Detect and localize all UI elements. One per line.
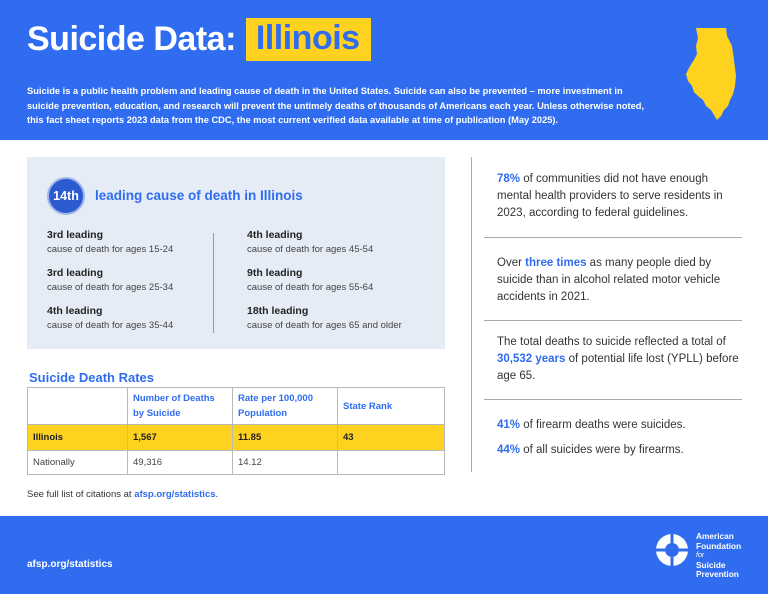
table-cell: 1,567 <box>127 424 233 451</box>
rank-description: cause of death for ages 35-44 <box>47 320 174 331</box>
rank-description: cause of death for ages 55-64 <box>247 282 374 293</box>
rank-label: 18th leading <box>247 305 309 317</box>
rank-column-left: 3rd leading cause of death for ages 15-2… <box>47 229 237 343</box>
stat-alcohol-comparison: Over three times as many people died by … <box>497 255 742 306</box>
stat-suicides-firearms: 44% of all suicides were by firearms. <box>497 442 742 459</box>
rank-column-right: 4th leading cause of death for ages 45-5… <box>247 229 437 343</box>
rank-item: 4th leading cause of death for ages 35-4… <box>47 305 237 343</box>
stat-highlight: 41% <box>497 419 521 431</box>
table-row-illinois: Illinois 1,567 11.85 43 <box>27 424 445 451</box>
vertical-divider <box>471 157 472 472</box>
stat-highlight: three times <box>525 257 587 269</box>
stat-text: of communities did not have enough menta… <box>497 173 723 219</box>
stat-highlight: 30,532 years <box>497 353 566 365</box>
illinois-map-icon <box>686 28 736 120</box>
state-name-badge: Illinois <box>245 18 371 61</box>
stat-text: The total deaths to suicide reflected a … <box>497 336 726 348</box>
table-cell: Nationally <box>27 450 128 475</box>
page-title: Suicide Data: <box>27 20 236 58</box>
leading-cause-title: leading cause of death in Illinois <box>95 188 303 203</box>
rates-table: Number of Deaths by Suicide Rate per 100… <box>27 387 445 475</box>
stat-highlight: 44% <box>497 444 521 456</box>
stat-text: of potential life lost (YPLL) before age… <box>497 353 739 382</box>
footer-url-link[interactable]: afsp.org/statistics <box>27 559 113 570</box>
org-name-line: Suicide <box>696 559 726 570</box>
state-rank-badge: 14th <box>47 177 85 215</box>
table-header-row: Number of Deaths by Suicide Rate per 100… <box>27 387 445 425</box>
org-name-line: for <box>696 552 705 560</box>
rank-item: 3rd leading cause of death for ages 25-3… <box>47 267 237 305</box>
citation-link[interactable]: afsp.org/statistics <box>134 489 216 500</box>
footer-banner: afsp.org/statistics American Foundation … <box>0 516 768 594</box>
column-divider <box>213 233 214 333</box>
rates-table-title: Suicide Death Rates <box>29 370 154 385</box>
table-header-cell: Rate per 100,000 Population <box>232 387 338 425</box>
header-banner: Suicide Data: Illinois Suicide is a publ… <box>0 0 768 140</box>
stat-divider <box>484 399 742 400</box>
rank-item: 9th leading cause of death for ages 55-6… <box>247 267 437 305</box>
org-name-line: American <box>696 531 734 541</box>
stat-text: as many people died by suicide than in a… <box>497 257 721 303</box>
org-name: American Foundation for Suicide Preventi… <box>696 531 742 580</box>
rank-label: 9th leading <box>247 267 303 279</box>
rank-label: 3rd leading <box>47 229 104 241</box>
table-cell: 14.12 <box>232 450 338 475</box>
rank-description: cause of death for ages 25-34 <box>47 282 174 293</box>
rank-description: cause of death for ages 45-54 <box>247 244 374 255</box>
rank-description: cause of death for ages 65 and older <box>247 320 402 331</box>
table-header-cell <box>27 387 128 425</box>
afsp-lifebuoy-logo-icon <box>656 534 688 566</box>
rank-description: cause of death for ages 15-24 <box>47 244 174 255</box>
table-header-cell: State Rank <box>337 387 445 425</box>
stat-divider <box>484 320 742 321</box>
stat-providers: 78% of communities did not have enough m… <box>497 171 742 222</box>
rank-label: 4th leading <box>247 229 303 241</box>
citation-suffix: . <box>215 489 219 500</box>
stat-ypll: The total deaths to suicide reflected a … <box>497 334 742 385</box>
rank-item: 18th leading cause of death for ages 65 … <box>247 305 437 343</box>
table-cell: 49,316 <box>127 450 233 475</box>
stat-text: Over <box>497 257 526 269</box>
rank-item: 3rd leading cause of death for ages 15-2… <box>47 229 237 267</box>
table-header-cell: Number of Deaths by Suicide <box>127 387 233 425</box>
org-name-line: Prevention <box>696 569 739 580</box>
citation-note: See full list of citations at afsp.org/s… <box>27 489 218 500</box>
org-name-line: Foundation <box>696 540 742 551</box>
rank-item: 4th leading cause of death for ages 45-5… <box>247 229 437 267</box>
stat-firearm-deaths: 41% of firearm deaths were suicides. <box>497 417 742 434</box>
stat-text: of firearm deaths were suicides. <box>520 419 686 431</box>
table-cell: 11.85 <box>232 424 338 451</box>
table-cell <box>337 450 445 475</box>
stat-divider <box>484 237 742 238</box>
stat-highlight: 78% <box>497 173 521 185</box>
leading-cause-panel: 14th leading cause of death in Illinois … <box>27 157 445 349</box>
title-row: Suicide Data: Illinois <box>27 18 371 61</box>
table-cell: 43 <box>337 424 445 451</box>
rank-label: 4th leading <box>47 305 103 317</box>
stat-text: of all suicides were by firearms. <box>520 444 684 456</box>
citation-prefix: See full list of citations at <box>27 489 135 500</box>
rank-label: 3rd leading <box>47 267 104 279</box>
intro-paragraph: Suicide is a public health problem and l… <box>27 86 645 125</box>
table-row-national: Nationally 49,316 14.12 <box>27 450 445 475</box>
table-cell: Illinois <box>27 424 128 451</box>
